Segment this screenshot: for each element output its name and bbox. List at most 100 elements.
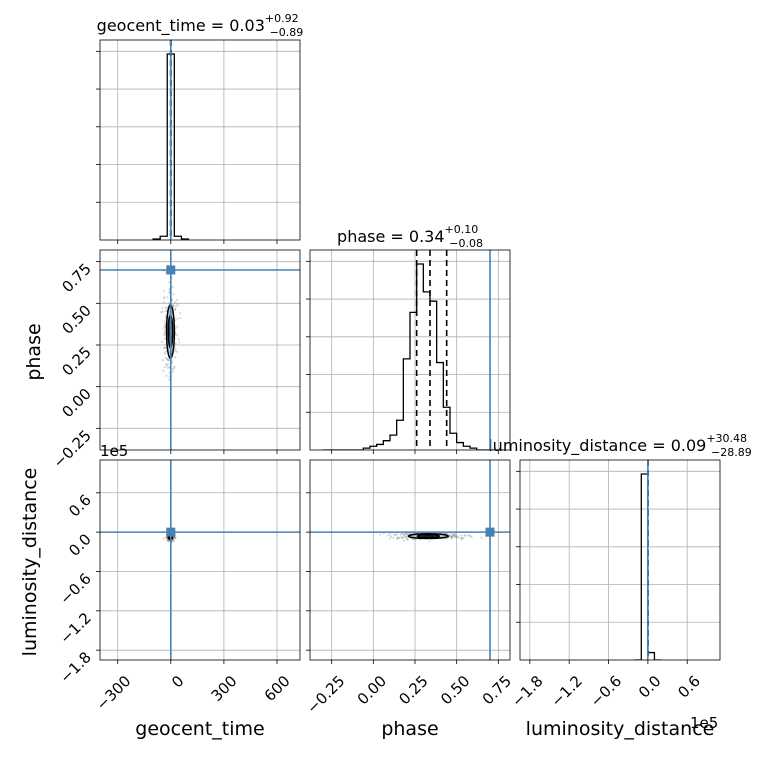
sample-point-geocent_time-phase-116 bbox=[179, 312, 182, 315]
panel-body-phase-luminosity_distance bbox=[310, 460, 510, 660]
sample-point-geocent_time-phase-230 bbox=[163, 330, 166, 333]
sample-point-phase-luminosity_distance-232 bbox=[470, 536, 473, 539]
ytick-label-phase-2: 0.25 bbox=[58, 343, 94, 379]
sample-point-phase-luminosity_distance-5 bbox=[452, 534, 455, 537]
density-peak-phase-luminosity_distance bbox=[422, 535, 434, 537]
sample-point-phase-luminosity_distance-14 bbox=[405, 537, 408, 540]
sample-point-phase-luminosity_distance-220 bbox=[452, 533, 455, 536]
sample-point-geocent_time-phase-173 bbox=[162, 297, 165, 300]
sample-point-phase-luminosity_distance-201 bbox=[395, 533, 398, 536]
sample-point-geocent_time-phase-118 bbox=[162, 369, 165, 372]
sample-point-phase-luminosity_distance-10 bbox=[453, 533, 456, 536]
sample-point-geocent_time-phase-216 bbox=[163, 366, 166, 369]
sample-point-phase-luminosity_distance-132 bbox=[460, 538, 463, 541]
title-phase-param: phase bbox=[337, 227, 385, 246]
sample-point-geocent_time-phase-257 bbox=[167, 362, 170, 365]
title-geocent-time-plus: +0.92 bbox=[265, 12, 299, 25]
sample-point-geocent_time-luminosity_distance-48 bbox=[167, 540, 170, 543]
sample-point-phase-luminosity_distance-112 bbox=[405, 532, 408, 535]
sample-point-geocent_time-luminosity_distance-52 bbox=[173, 536, 176, 539]
sample-point-phase-luminosity_distance-210 bbox=[463, 534, 466, 537]
sample-point-geocent_time-phase-25 bbox=[160, 311, 163, 314]
ylabel-luminosity-distance: luminosity_distance bbox=[19, 468, 41, 657]
sample-point-phase-luminosity_distance-48 bbox=[398, 537, 401, 540]
sample-point-geocent_time-phase-93 bbox=[164, 322, 167, 325]
xtick-label-phase-3: 0.50 bbox=[437, 672, 473, 708]
sample-point-phase-luminosity_distance-165 bbox=[452, 534, 455, 537]
sample-point-phase-luminosity_distance-222 bbox=[394, 533, 397, 536]
sample-point-geocent_time-phase-75 bbox=[176, 317, 179, 320]
sample-point-geocent_time-phase-4 bbox=[174, 347, 177, 350]
sample-point-phase-luminosity_distance-27 bbox=[451, 532, 454, 535]
panel-grid-geocent_time-luminosity_distance bbox=[100, 460, 300, 660]
sample-point-geocent_time-phase-12 bbox=[165, 306, 168, 309]
sample-point-phase-luminosity_distance-65 bbox=[464, 534, 467, 537]
sample-point-geocent_time-luminosity_distance-173 bbox=[171, 539, 174, 542]
sample-point-geocent_time-phase-63 bbox=[178, 341, 181, 344]
sample-point-geocent_time-phase-163 bbox=[176, 334, 179, 337]
sample-point-geocent_time-phase-212 bbox=[163, 337, 166, 340]
panel-frame-phase-phase bbox=[309, 249, 511, 451]
sample-point-phase-luminosity_distance-182 bbox=[469, 535, 472, 538]
sample-point-phase-luminosity_distance-78 bbox=[405, 532, 408, 535]
title-luminosity-distance-minus: −28.89 bbox=[711, 446, 752, 459]
sample-point-phase-luminosity_distance-198 bbox=[387, 534, 390, 537]
sample-point-phase-luminosity_distance-194 bbox=[450, 535, 453, 538]
sample-point-phase-luminosity_distance-43 bbox=[454, 533, 457, 536]
sample-point-geocent_time-phase-113 bbox=[161, 306, 164, 309]
sample-point-phase-luminosity_distance-202 bbox=[390, 535, 393, 538]
sample-point-geocent_time-luminosity_distance-25 bbox=[167, 539, 170, 542]
sample-point-geocent_time-phase-224 bbox=[174, 308, 177, 311]
sample-point-phase-luminosity_distance-25 bbox=[400, 536, 403, 539]
sample-point-geocent_time-phase-179 bbox=[168, 359, 171, 362]
sample-point-phase-luminosity_distance-8 bbox=[402, 536, 405, 539]
sample-point-geocent_time-phase-129 bbox=[164, 351, 167, 354]
sample-point-geocent_time-phase-231 bbox=[161, 340, 164, 343]
sample-point-phase-luminosity_distance-175 bbox=[411, 538, 414, 541]
sample-point-phase-luminosity_distance-33 bbox=[455, 535, 458, 538]
sample-point-phase-luminosity_distance-104 bbox=[450, 537, 453, 540]
sample-point-phase-luminosity_distance-224 bbox=[414, 538, 417, 541]
sample-point-phase-luminosity_distance-139 bbox=[396, 537, 399, 540]
sample-point-geocent_time-phase-89 bbox=[164, 356, 167, 359]
sample-point-geocent_time-luminosity_distance-255 bbox=[172, 540, 175, 543]
xtick-label-luminosity_distance-4: 0.6 bbox=[674, 672, 704, 702]
sample-point-geocent_time-phase-196 bbox=[167, 359, 170, 362]
sample-point-geocent_time-phase-87 bbox=[172, 293, 175, 296]
sample-point-geocent_time-phase-153 bbox=[166, 358, 169, 361]
sample-point-phase-luminosity_distance-55 bbox=[460, 536, 463, 539]
xlabel-geocent-time: geocent_time bbox=[135, 718, 264, 740]
xtick-label-phase-2: 0.25 bbox=[395, 672, 431, 708]
sample-point-geocent_time-phase-223 bbox=[171, 370, 174, 373]
sample-point-phase-luminosity_distance-184 bbox=[405, 538, 408, 541]
sample-point-phase-luminosity_distance-107 bbox=[455, 536, 458, 539]
title-geocent-time-median: 0.03 bbox=[229, 16, 265, 35]
title-luminosity-distance-plus: +30.48 bbox=[706, 432, 747, 445]
sample-point-geocent_time-phase-112 bbox=[162, 326, 165, 329]
histogram-phase bbox=[323, 263, 504, 450]
xtick-label-phase-1: 0.00 bbox=[354, 672, 390, 708]
panel-luminosity_distance-luminosity_distance: −1.8 −1.2 −0.6 0.0 0.6 bbox=[508, 459, 721, 711]
ytick-label-luminosity_distance-0: −1.8 bbox=[56, 648, 94, 686]
sample-point-geocent_time-phase-70 bbox=[168, 378, 171, 381]
sample-point-geocent_time-phase-188 bbox=[163, 332, 166, 335]
panel-geocent_time-luminosity_distance: −300 0 300 600 −1.8−1.2−0.6 0.0 0.6 bbox=[56, 459, 301, 714]
sample-point-geocent_time-luminosity_distance-72 bbox=[172, 536, 175, 539]
panel-frame-geocent_time-geocent_time bbox=[99, 39, 301, 241]
sample-point-geocent_time-phase-96 bbox=[163, 301, 166, 304]
sample-point-geocent_time-phase-117 bbox=[177, 304, 180, 307]
panel-grid-phase-luminosity_distance bbox=[310, 460, 510, 660]
title-geocent-time: geocent_time = 0.03+0.92 −0.89 bbox=[97, 12, 304, 39]
xlabel-phase: phase bbox=[381, 718, 438, 740]
title-geocent-time-minus: −0.89 bbox=[270, 26, 304, 39]
sample-point-phase-luminosity_distance-109 bbox=[402, 533, 405, 536]
offset-label-y: 1e5 bbox=[100, 442, 128, 460]
xtick-label-phase-0: −0.25 bbox=[303, 672, 348, 717]
ytick-label-phase-0: −0.25 bbox=[50, 426, 95, 471]
ytick-label-phase-1: 0.00 bbox=[58, 385, 94, 421]
panel-geocent_time-phase: −0.25 0.00 0.25 0.50 0.75 bbox=[50, 249, 301, 472]
sample-point-geocent_time-luminosity_distance-75 bbox=[166, 539, 169, 542]
sample-point-geocent_time-phase-124 bbox=[164, 306, 167, 309]
ylabel-phase: phase bbox=[23, 323, 45, 380]
xtick-label-geocent_time-1: 0 bbox=[168, 672, 187, 691]
